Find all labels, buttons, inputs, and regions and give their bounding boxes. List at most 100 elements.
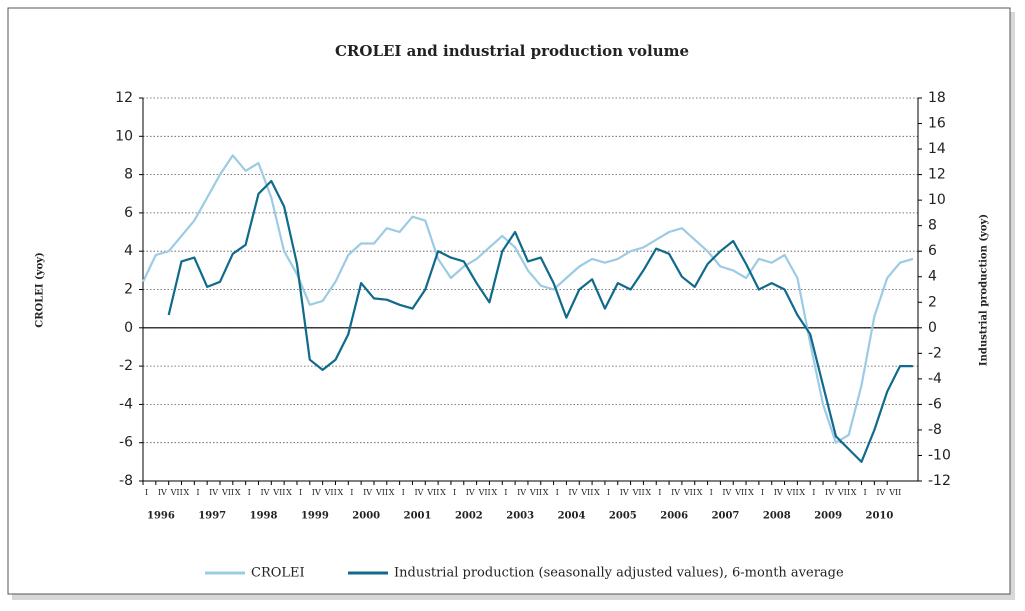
y2-tick-label: 2 [928, 294, 937, 310]
y-tick-label: 2 [124, 282, 133, 298]
year-label: 2002 [455, 511, 483, 522]
year-label: 2010 [866, 511, 894, 522]
x-tick-label: I [402, 488, 405, 497]
legend-label: Industrial production (seasonally adjust… [394, 566, 844, 581]
y2-tick-label: -10 [928, 447, 951, 463]
series-line [167, 179, 913, 463]
y2-tick-label: 18 [928, 90, 946, 106]
x-tick-label: I [453, 488, 456, 497]
y-tick-label: 4 [124, 243, 133, 259]
y-tick-label: 0 [124, 320, 133, 336]
x-tick-label: I [658, 488, 661, 497]
frame [7, 7, 1011, 595]
x-tick-label: VII [478, 488, 491, 497]
x-tick-label: VII [324, 488, 337, 497]
x-tick-label: IV [158, 488, 167, 497]
x-tick-label: X [183, 488, 189, 497]
x-tick-label: X [851, 488, 857, 497]
y-tick-label: 10 [115, 128, 133, 144]
x-tick-label: VII [426, 488, 439, 497]
x-tick-label: X [491, 488, 497, 497]
x-tick-label: VII [632, 488, 645, 497]
x-tick-label: IV [363, 488, 372, 497]
year-label: 1997 [198, 511, 226, 522]
y2-tick-label: 4 [928, 269, 937, 285]
y2-tick-label: 16 [928, 116, 946, 132]
x-tick-label: X [440, 488, 446, 497]
y-axis-label: CROLEI (yoy) [35, 252, 46, 328]
x-tick-label: IV [671, 488, 680, 497]
y2-tick-label: -2 [928, 345, 942, 361]
x-tick-label: I [196, 488, 199, 497]
x-tick-label: IV [774, 488, 783, 497]
x-tick-label: X [337, 488, 343, 497]
x-tick-label: VII [734, 488, 747, 497]
x-tick-label: IV [517, 488, 526, 497]
y-tick-label: -2 [119, 358, 133, 374]
y-tick-label: 6 [124, 205, 133, 221]
x-tick-label: I [812, 488, 815, 497]
y2-tick-label: -6 [928, 396, 942, 412]
year-label: 2000 [352, 511, 380, 522]
x-tick-label: X [594, 488, 600, 497]
y2-tick-label: 12 [928, 167, 946, 183]
x-tick-label: I [556, 488, 559, 497]
x-tick-label: I [761, 488, 764, 497]
year-label: 1998 [250, 511, 278, 522]
y2-tick-label: 14 [928, 141, 946, 157]
x-tick-label: X [235, 488, 241, 497]
y2-tick-label: -4 [928, 371, 942, 387]
x-tick-label: I [607, 488, 610, 497]
x-tick-label: IV [620, 488, 629, 497]
x-tick-label: VII [375, 488, 388, 497]
x-tick-label: VII [272, 488, 285, 497]
x-tick-label: I [864, 488, 867, 497]
year-label: 2009 [814, 511, 842, 522]
year-label: 2004 [558, 511, 586, 522]
y-tick-label: -8 [119, 473, 133, 489]
x-tick-label: IV [876, 488, 885, 497]
x-tick-label: VII [683, 488, 696, 497]
y2-tick-label: 0 [928, 320, 937, 336]
x-tick-label: X [697, 488, 703, 497]
x-tick-label: IV [260, 488, 269, 497]
x-tick-label: X [389, 488, 395, 497]
x-tick-label: VII [786, 488, 799, 497]
x-tick-label: VII [580, 488, 593, 497]
year-label: 2007 [712, 511, 740, 522]
year-label: 2005 [609, 511, 637, 522]
y-tick-label: -6 [119, 435, 133, 451]
x-tick-label: I [504, 488, 507, 497]
y2-tick-label: 6 [928, 243, 937, 259]
x-tick-label: IV [568, 488, 577, 497]
x-tick-label: I [710, 488, 713, 497]
y-tick-label: 12 [115, 90, 133, 106]
y-tick-label: 8 [124, 167, 133, 183]
x-tick-label: IV [209, 488, 218, 497]
x-tick-label: X [748, 488, 754, 497]
x-tick-label: X [645, 488, 651, 497]
x-tick-label: VII [170, 488, 183, 497]
y2-axis-label: Industrial production (yoy) [979, 214, 990, 366]
x-tick-label: X [286, 488, 292, 497]
x-tick-label: I [350, 488, 353, 497]
x-tick-label: IV [722, 488, 731, 497]
x-tick-label: VII [529, 488, 542, 497]
x-tick-label: IV [825, 488, 834, 497]
year-label: 1999 [301, 511, 329, 522]
x-tick-label: X [543, 488, 549, 497]
x-tick-label: I [299, 488, 302, 497]
y2-tick-label: 10 [928, 192, 946, 208]
year-label: 1996 [147, 511, 175, 522]
x-tick-label: I [248, 488, 251, 497]
x-tick-label: X [799, 488, 805, 497]
x-tick-label: IV [414, 488, 423, 497]
chart-title: CROLEI and industrial production volume [335, 42, 689, 60]
x-tick-label: IV [466, 488, 475, 497]
x-tick-label: VII [888, 488, 901, 497]
series-line [142, 154, 914, 444]
year-label: 2008 [763, 511, 791, 522]
x-tick-label: I [145, 488, 148, 497]
